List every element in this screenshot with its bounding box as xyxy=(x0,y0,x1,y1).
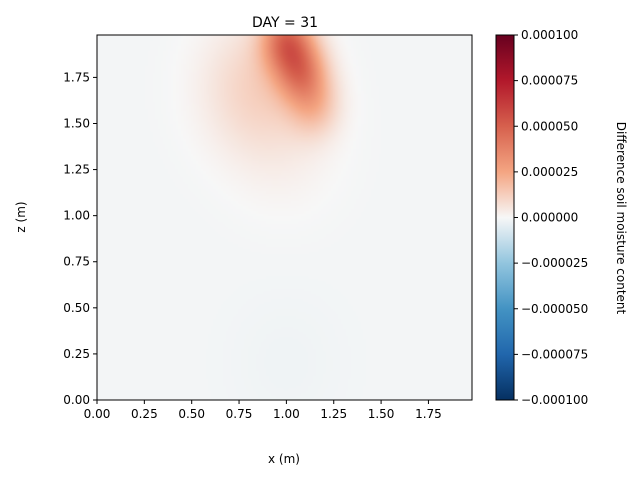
y-tick-label: 0.50 xyxy=(63,301,90,315)
y-tick-label: 0.00 xyxy=(63,393,90,407)
y-axis-label: z (m) xyxy=(14,201,28,232)
y-axis: 0.00 0.25 0.50 0.75 1.00 1.25 1.50 1.75 xyxy=(63,70,97,407)
plot-area xyxy=(96,34,473,401)
colorbar-tick-label: −0.000025 xyxy=(521,256,588,270)
colorbar-tick-label: 0.000000 xyxy=(521,211,578,225)
colorbar-tick-label: 0.000100 xyxy=(521,28,578,42)
y-tick-label: 1.25 xyxy=(63,163,90,177)
colorbar-tick-label: −0.000050 xyxy=(521,302,588,316)
x-axis: 0.00 0.25 0.50 0.75 1.00 1.25 1.50 1.75 xyxy=(84,400,442,421)
x-axis-label: x (m) xyxy=(268,452,300,466)
colorbar-label: Difference soil moisture content xyxy=(614,122,628,315)
x-tick-label: 1.75 xyxy=(415,407,442,421)
y-tick-label: 1.00 xyxy=(63,209,90,223)
x-tick-label: 1.50 xyxy=(368,407,395,421)
heatmap-image xyxy=(97,35,472,400)
x-tick-label: 1.00 xyxy=(273,407,300,421)
x-tick-label: 0.75 xyxy=(226,407,253,421)
y-tick-label: 1.50 xyxy=(63,116,90,130)
plot-frame xyxy=(96,34,473,401)
x-tick-label: 0.00 xyxy=(84,407,111,421)
x-tick-label: 0.50 xyxy=(178,407,205,421)
colorbar-tick-label: 0.000025 xyxy=(521,165,578,179)
colorbar: 0.000100 0.000075 0.000050 0.000025 0.000000… xyxy=(495,28,588,407)
colorbar-tick-label: −0.000100 xyxy=(521,393,588,407)
colorbar-gradient xyxy=(495,34,515,401)
colorbar-ticks: 0.000100 0.000075 0.000050 0.000025 0.000000… xyxy=(514,28,588,407)
y-tick-label: 0.25 xyxy=(63,347,90,361)
y-tick-label: 1.75 xyxy=(63,70,90,84)
colorbar-tick-label: 0.000050 xyxy=(521,119,578,133)
chart-title: DAY = 31 xyxy=(252,15,318,31)
x-tick-label: 1.25 xyxy=(320,407,347,421)
y-tick-label: 0.75 xyxy=(63,255,90,269)
x-tick-label: 0.25 xyxy=(131,407,158,421)
colorbar-tick-label: −0.000075 xyxy=(521,347,588,361)
colorbar-tick-label: 0.000075 xyxy=(521,74,578,88)
